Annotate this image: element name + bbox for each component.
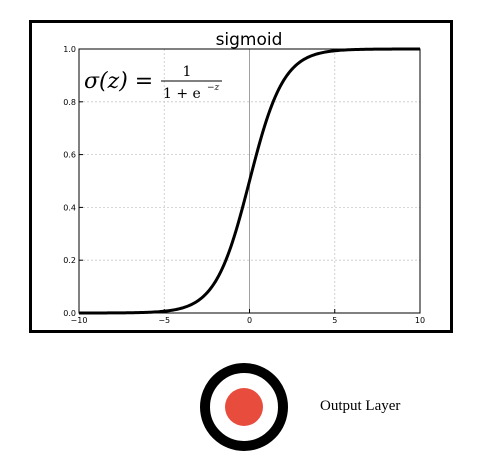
y-tick-label: 0.8 bbox=[63, 98, 76, 107]
formula-lhs: σ(z) = bbox=[84, 69, 153, 94]
y-tick-label: 1.0 bbox=[63, 45, 76, 54]
formula-numerator: 1 bbox=[183, 64, 192, 80]
chart-title: sigmoid bbox=[216, 30, 283, 50]
x-tick-label: −5 bbox=[158, 316, 170, 325]
formula-exponent: −z bbox=[207, 83, 220, 93]
x-tick-label: 5 bbox=[332, 316, 337, 325]
sigmoid-formula: σ(z) = 1 1 + e −z bbox=[84, 64, 222, 102]
output-layer-label: Output Layer bbox=[320, 398, 400, 415]
sigmoid-chart-panel: −10 −5 0 5 10 0.0 0.2 0.4 0.6 0.8 1.0 sigmoid σ(z)… bbox=[29, 20, 453, 333]
sigmoid-chart: −10 −5 0 5 100.00.20.40.60.81.0 sigmoid σ(z)… bbox=[32, 23, 450, 330]
x-tick-label: 0 bbox=[247, 316, 252, 325]
y-tick-label: 0.4 bbox=[63, 203, 76, 212]
output-neuron bbox=[198, 361, 290, 453]
formula-denominator: 1 + e bbox=[163, 86, 201, 102]
x-tick-label: 10 bbox=[415, 316, 425, 325]
y-tick-label: 0.2 bbox=[63, 256, 76, 265]
y-tick-label: 0.0 bbox=[63, 309, 76, 318]
y-tick-label: 0.6 bbox=[63, 151, 76, 160]
neuron-core bbox=[225, 388, 263, 426]
